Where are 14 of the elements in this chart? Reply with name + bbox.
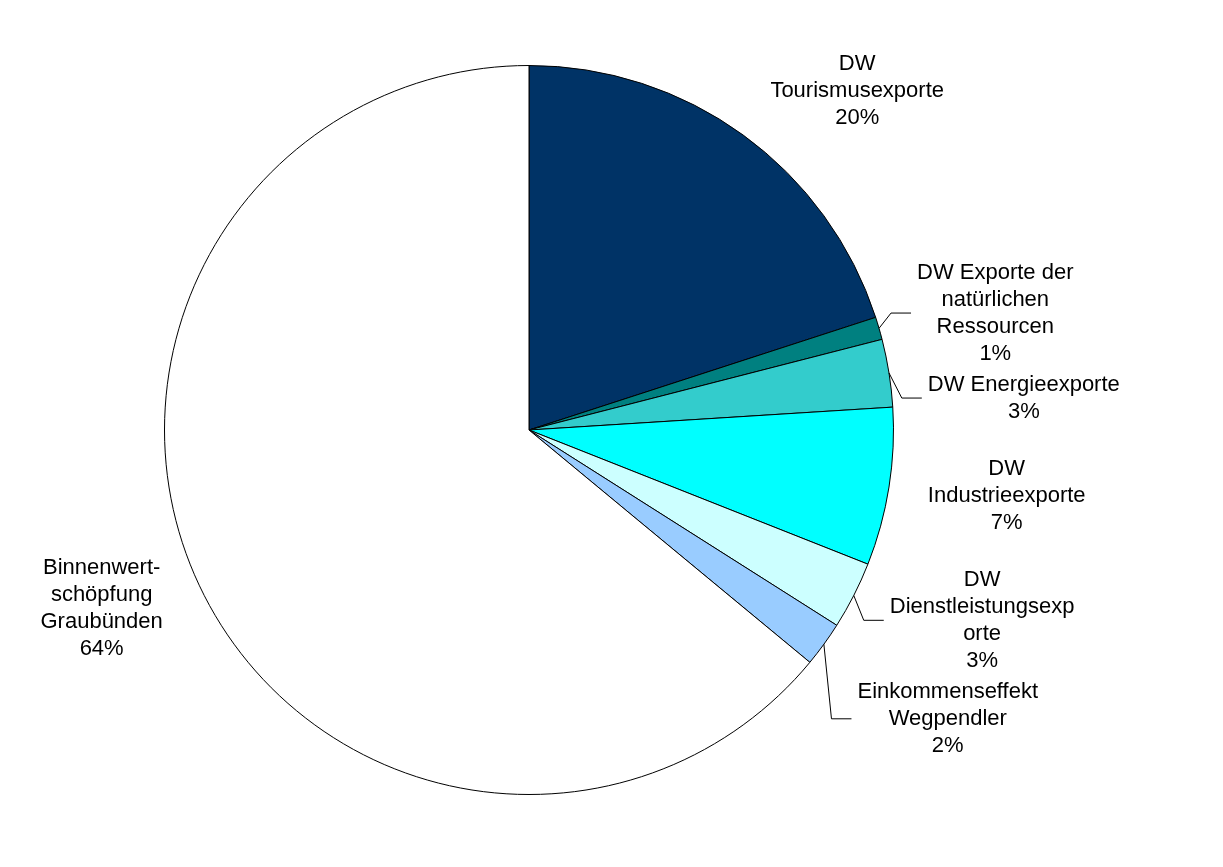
slice-label: DW Energieexporte xyxy=(927,370,1120,396)
data-label: 3% xyxy=(966,646,998,672)
data-label: 1% xyxy=(979,339,1012,365)
slice-label: DW Exporte der natürlichen Ressourcen xyxy=(917,258,1074,338)
slice-label: DW Dienstleistungsexp orte xyxy=(889,565,1075,645)
data-label: 7% xyxy=(990,508,1023,534)
slice-label: DW Industrieexporte xyxy=(927,454,1086,507)
data-label: 64% xyxy=(79,635,124,661)
data-label: 20% xyxy=(835,103,880,129)
data-label: 3% xyxy=(1007,397,1040,423)
slice-label: Einkommenseffekt Wegpendler xyxy=(857,677,1039,730)
data-label: 2% xyxy=(931,731,964,757)
slice-label: DW Tourismusexporte xyxy=(770,49,945,102)
slice-label: Binnenwert- schöpfung Graubünden xyxy=(40,554,163,634)
